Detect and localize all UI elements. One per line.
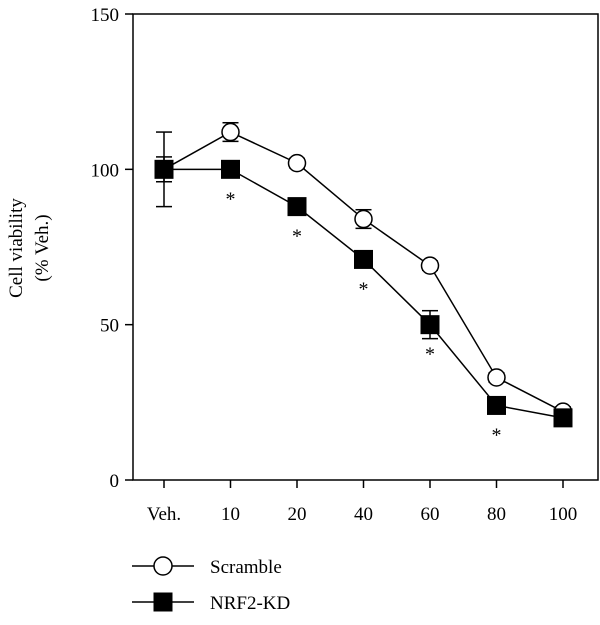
data-point-square [487,395,506,415]
data-point-circle [221,122,240,142]
data-point-square [154,159,174,179]
legend-marker-square [153,592,173,612]
data-point-square [287,197,307,217]
x-tick-label: 10 [221,504,240,525]
legend-marker-circle [153,556,173,576]
data-point-square [553,408,573,428]
data-point-square [221,159,240,179]
plot-frame [132,13,599,481]
data-point-circle [354,209,373,229]
y-tick-label: 150 [91,5,120,26]
series-nrf2-kd [154,156,573,428]
y-axis-label-line-1: Cell viability [6,198,27,298]
x-tick-label: 100 [549,504,578,525]
y-tick-label: 100 [91,160,120,181]
significance-marker: * [359,278,369,300]
significance-marker: * [226,188,236,210]
legend-item: Scramble [132,556,282,578]
plot-area: * * * * * [154,121,573,446]
data-point-square [420,315,440,335]
data-point-circle [287,153,307,173]
legend-label: Scramble [210,557,282,578]
x-tick-label: 60 [421,504,440,525]
significance-marker: * [492,424,502,446]
series-scramble [154,121,573,421]
significance-marker: * [292,226,302,248]
y-axis-label-line-2: (% Veh.) [32,214,53,281]
x-tick-label: 80 [487,504,506,525]
legend: Scramble NRF2-KD [132,556,290,614]
y-tick-label: 50 [100,316,119,337]
data-point-circle [487,368,506,387]
x-tick-label: Veh. [147,504,181,525]
x-tick-label: 40 [354,504,373,525]
x-tick-label: 20 [288,504,307,525]
legend-label: NRF2-KD [210,593,290,614]
y-axis-label: Cell viability (% Veh.) [6,198,53,298]
y-tick-label: 0 [110,471,120,492]
data-point-square [354,249,373,269]
axes: 0 50 100 150 Veh. 10 20 40 60 80 100 [91,5,599,525]
data-point-circle [420,256,440,275]
legend-item: NRF2-KD [132,592,290,614]
significance-marker: * [425,344,435,366]
